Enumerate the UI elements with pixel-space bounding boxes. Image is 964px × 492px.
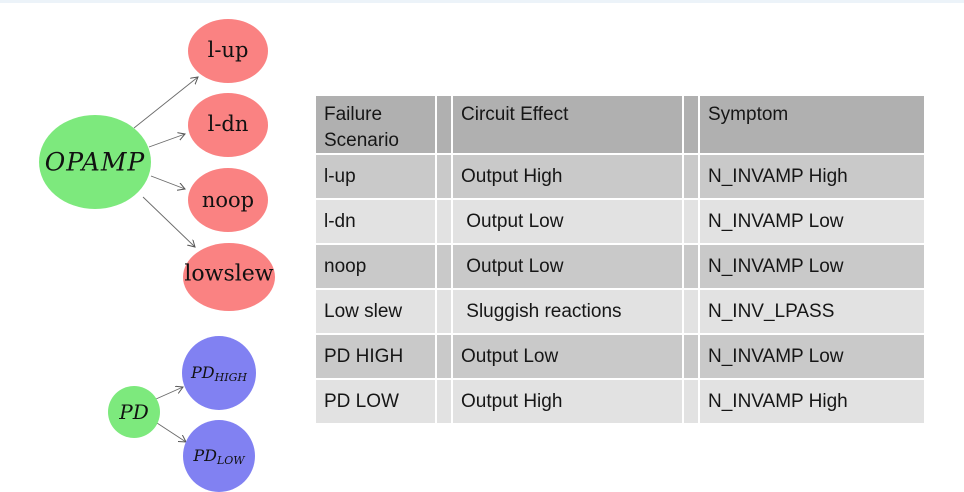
- cell-effect: Output Low: [453, 245, 682, 288]
- header-spacer: [437, 96, 451, 153]
- node-noop-label: noop: [202, 188, 254, 212]
- cell-symptom: N_INVAMP High: [700, 380, 924, 423]
- cell-spacer: [684, 155, 698, 198]
- edge-opamp-ldn: [148, 134, 185, 148]
- node-pd-low-label: PDLOW: [192, 446, 246, 467]
- top-strip: [0, 0, 964, 3]
- node-pd: [108, 386, 160, 438]
- cell-spacer: [684, 200, 698, 243]
- cell-scenario: l-dn: [316, 200, 435, 243]
- header-symptom: Symptom: [700, 96, 924, 153]
- edge-opamp-noop: [150, 175, 185, 189]
- cell-scenario: noop: [316, 245, 435, 288]
- fault-tree-diagram: OPAMP l-up l-dn noop lowslew PD PDHIGH P…: [39, 19, 275, 492]
- cell-symptom: N_INVAMP Low: [700, 335, 924, 378]
- node-l-up-label: l-up: [208, 38, 249, 62]
- cell-scenario: l-up: [316, 155, 435, 198]
- node-noop: [188, 168, 268, 232]
- node-pd-high-label: PDHIGH: [190, 363, 247, 384]
- cell-spacer: [684, 380, 698, 423]
- cell-effect: Output High: [453, 155, 682, 198]
- header-circuit-effect: Circuit Effect: [453, 96, 682, 153]
- cell-spacer: [437, 335, 451, 378]
- node-pd-label: PD: [118, 400, 149, 424]
- failure-scenario-table: Failure Scenario Circuit Effect Symptom …: [316, 96, 924, 423]
- node-opamp: [39, 115, 151, 209]
- node-opamp-label: OPAMP: [45, 148, 146, 177]
- node-l-dn: [188, 93, 268, 157]
- node-l-dn-label: l-dn: [208, 112, 249, 136]
- cell-spacer: [437, 155, 451, 198]
- cell-effect: Sluggish reactions: [453, 290, 682, 333]
- diagram-edges: [133, 77, 198, 442]
- cell-spacer: [684, 335, 698, 378]
- cell-symptom: N_INVAMP Low: [700, 200, 924, 243]
- node-lowslew: [183, 243, 275, 311]
- cell-effect: Output Low: [453, 200, 682, 243]
- cell-symptom: N_INVAMP High: [700, 155, 924, 198]
- edge-opamp-lowslew: [142, 196, 195, 247]
- cell-scenario: PD LOW: [316, 380, 435, 423]
- node-pd-low: [183, 420, 255, 492]
- cell-spacer: [437, 380, 451, 423]
- edge-opamp-lup: [133, 77, 198, 129]
- edge-pd-pdlow: [156, 422, 186, 442]
- header-spacer: [684, 96, 698, 153]
- header-failure-scenario: Failure Scenario: [316, 96, 435, 153]
- node-lowslew-label: lowslew: [184, 262, 273, 287]
- cell-symptom: N_INV_LPASS: [700, 290, 924, 333]
- cell-scenario: Low slew: [316, 290, 435, 333]
- cell-effect: Output High: [453, 380, 682, 423]
- node-pd-high: [182, 336, 256, 410]
- cell-spacer: [437, 245, 451, 288]
- cell-spacer: [437, 290, 451, 333]
- cell-spacer: [684, 245, 698, 288]
- cell-effect: Output Low: [453, 335, 682, 378]
- node-l-up: [188, 19, 268, 83]
- cell-spacer: [437, 200, 451, 243]
- cell-spacer: [684, 290, 698, 333]
- cell-scenario: PD HIGH: [316, 335, 435, 378]
- edge-pd-pdhigh: [155, 387, 183, 400]
- cell-symptom: N_INVAMP Low: [700, 245, 924, 288]
